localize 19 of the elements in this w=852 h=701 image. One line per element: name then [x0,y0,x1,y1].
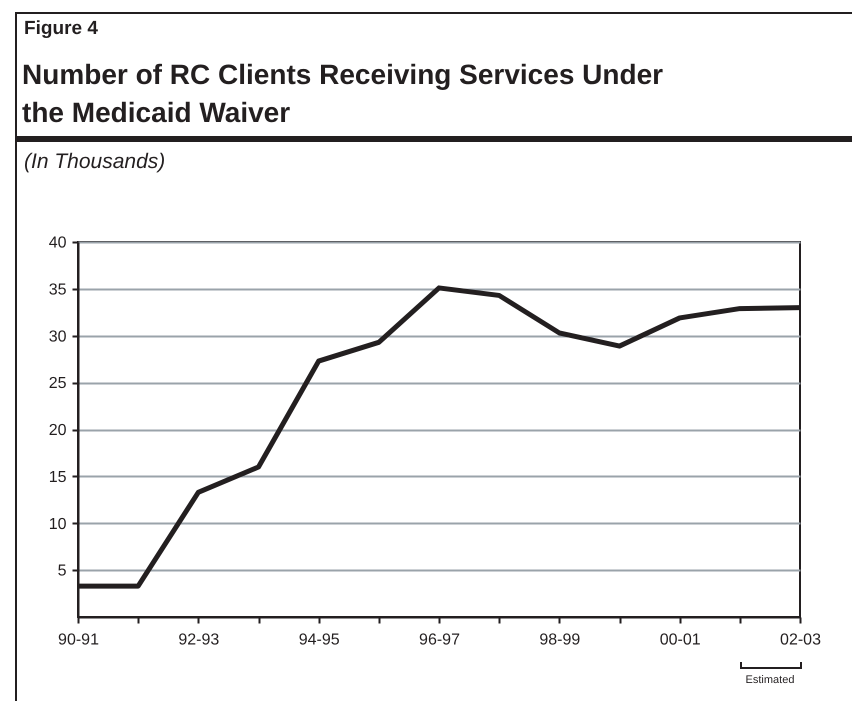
y-tick-label: 10 [48,516,67,533]
x-tick-label: 02-03 [780,632,822,648]
x-tick-label: 98-99 [539,632,580,648]
chart-title: Number of RC Clients Receiving Services Under the Medicaid Waiver [22,58,664,130]
x-tick-label: 00-01 [660,632,701,648]
y-tick-label: 30 [48,328,67,346]
caption: Figure 4 [24,18,98,40]
y-tick-label: 25 [48,375,67,392]
chart-subtitle: (In Thousands) [24,150,166,174]
y-tick-label: 40 [48,234,67,252]
y-tick-label: 20 [48,422,67,439]
x-tick-label: 96-97 [419,632,460,648]
y-tick-label: 35 [48,281,67,298]
y-tick-label: 15 [48,468,67,486]
y-tick-label: 5 [58,562,67,580]
x-tick-label: 94-95 [298,632,340,648]
x-tick-label: 90-91 [58,632,100,648]
text: Estimated [744,674,796,686]
x-tick-label: 92-93 [178,632,220,648]
